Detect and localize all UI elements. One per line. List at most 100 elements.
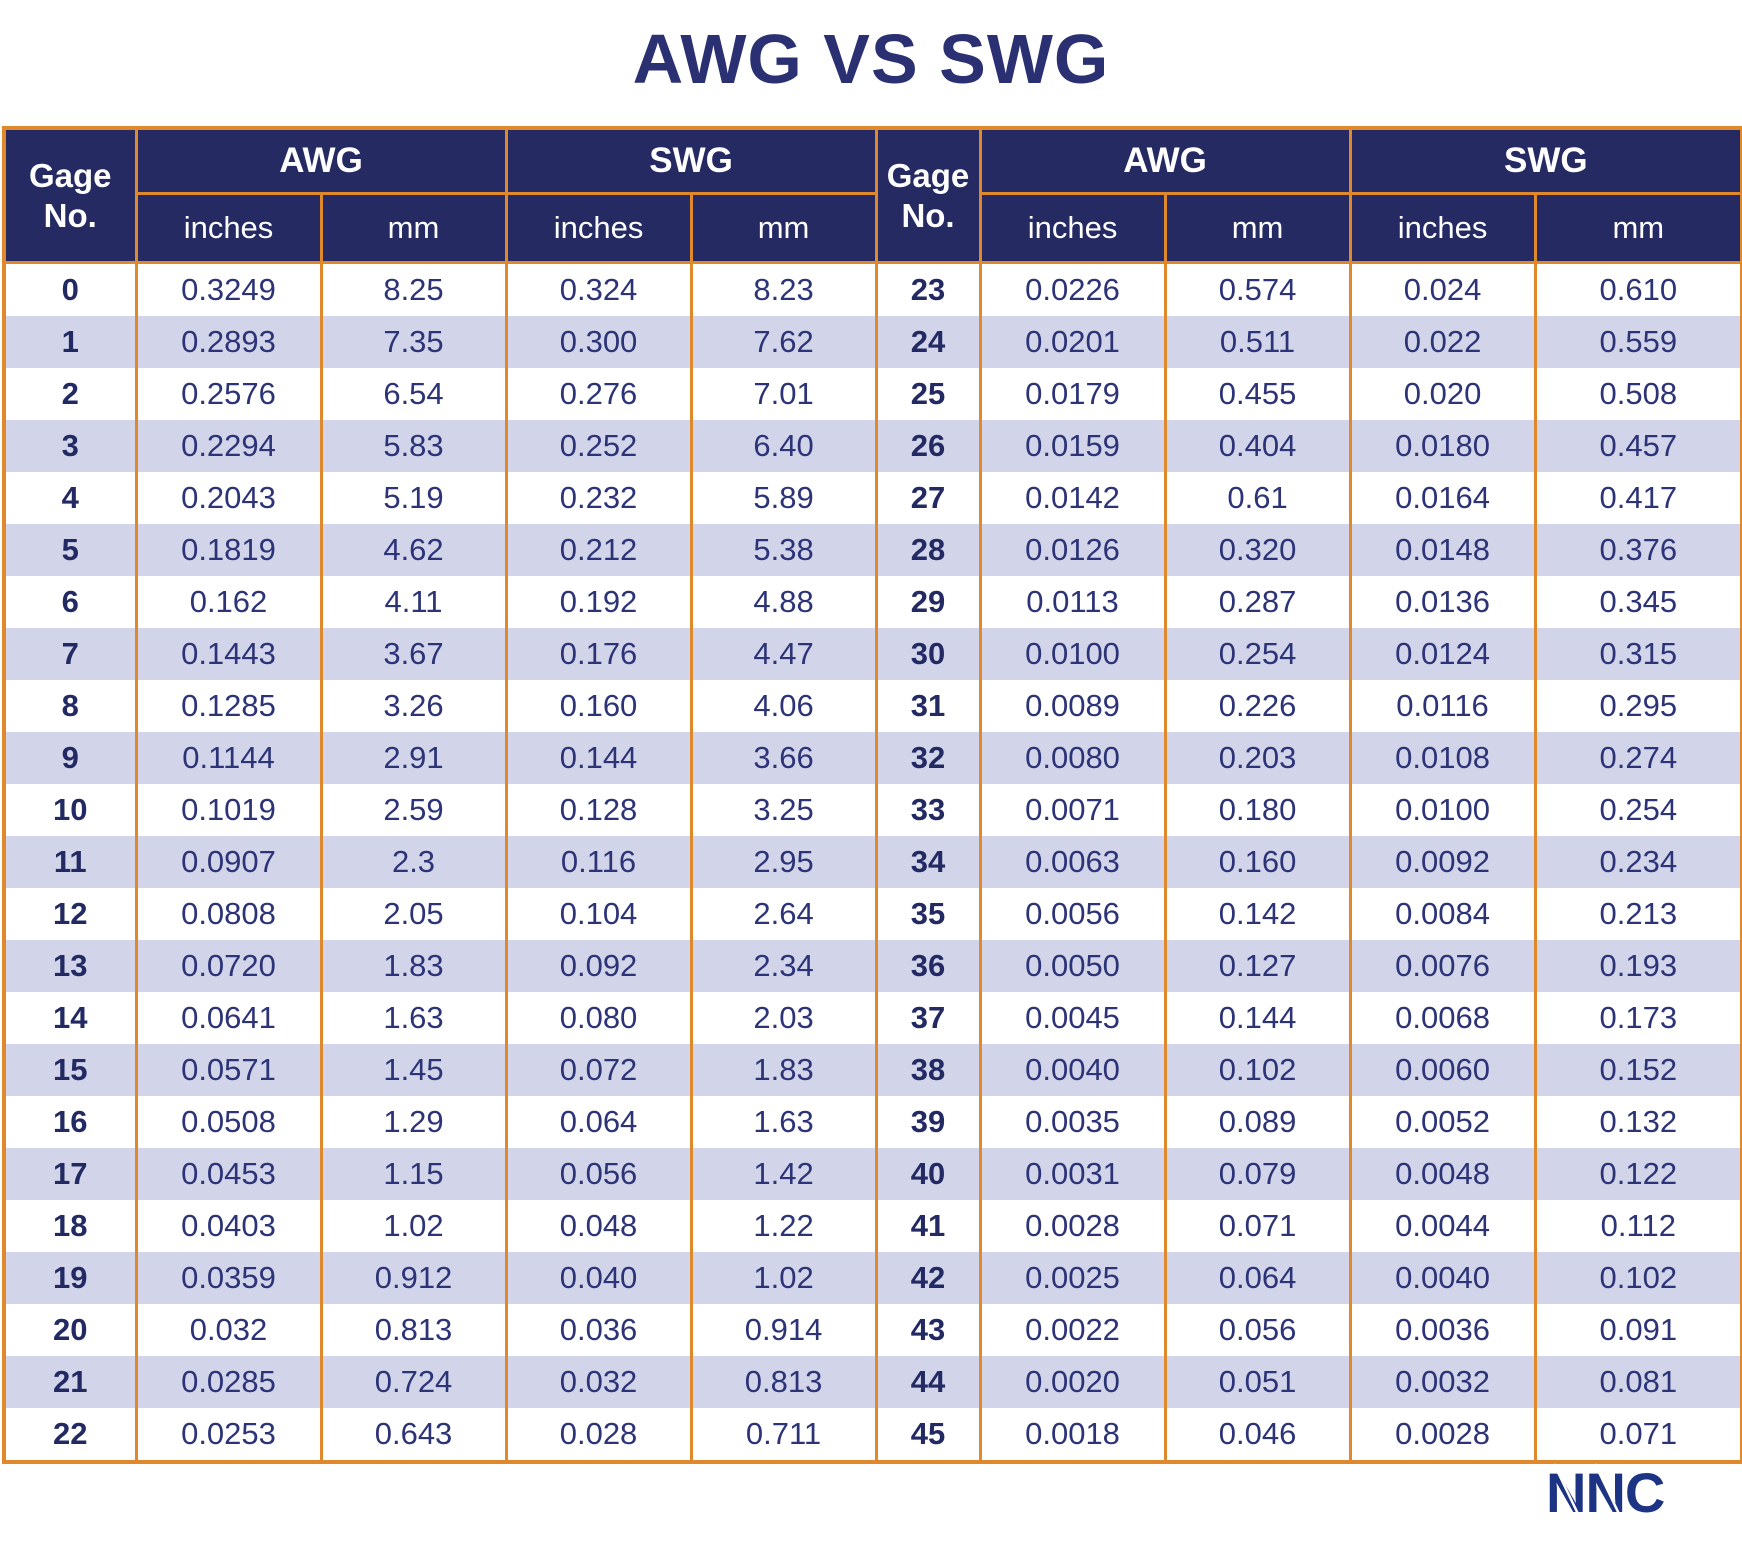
- value-cell: 1.45: [319, 1044, 508, 1096]
- table-header: Gage No. AWG SWG Gage No. AWG SWG inches…: [2, 126, 1742, 264]
- table-row: 6 0.162 4.11 0.192 4.88 29 0.0113 0.287 0.0136 0.…: [2, 576, 1742, 628]
- header-gage-top: Gage: [886, 156, 970, 194]
- value-cell: 0.0159: [978, 420, 1167, 472]
- value-cell: 0.252: [504, 420, 693, 472]
- value-cell: 1.02: [689, 1252, 878, 1304]
- value-cell: 0.559: [1533, 316, 1742, 368]
- value-cell: 0.122: [1533, 1148, 1742, 1200]
- value-cell: 0.1019: [134, 784, 323, 836]
- value-cell: 0.610: [1533, 262, 1742, 316]
- value-cell: 0.0035: [978, 1096, 1167, 1148]
- gage-cell: 15: [2, 1044, 138, 1096]
- value-cell: 0.0116: [1348, 680, 1537, 732]
- value-cell: 0.254: [1163, 628, 1352, 680]
- table-row: 5 0.1819 4.62 0.212 5.38 28 0.0126 0.320 0.0148 0…: [2, 524, 1742, 576]
- gage-cell: 24: [874, 316, 982, 368]
- value-cell: 0.024: [1348, 262, 1537, 316]
- value-cell: 0.0148: [1348, 524, 1537, 576]
- awg-swg-conversion-table: Gage No. AWG SWG Gage No. AWG SWG inches…: [2, 126, 1742, 1464]
- value-cell: 0.0808: [134, 888, 323, 940]
- value-cell: 0.080: [504, 992, 693, 1044]
- value-cell: 0.091: [1533, 1304, 1742, 1356]
- nnc-logo: NNC: [1546, 1461, 1698, 1524]
- value-cell: 0.0907: [134, 836, 323, 888]
- value-cell: 0.102: [1533, 1252, 1742, 1304]
- value-cell: 0.0453: [134, 1148, 323, 1200]
- value-cell: 0.0040: [1348, 1252, 1537, 1304]
- header-gage-bottom: No.: [43, 196, 97, 234]
- value-cell: 0.2294: [134, 420, 323, 472]
- table-row: 7 0.1443 3.67 0.176 4.47 30 0.0100 0.254 0.0124 0…: [2, 628, 1742, 680]
- value-cell: 3.66: [689, 732, 878, 784]
- value-cell: 0.0028: [978, 1200, 1167, 1252]
- gage-cell: 22: [2, 1408, 138, 1462]
- value-cell: 0.0142: [978, 472, 1167, 524]
- header-awg-inches-left: inches: [134, 192, 323, 264]
- value-cell: 2.64: [689, 888, 878, 940]
- table-row: 16 0.0508 1.29 0.064 1.63 39 0.0035 0.089 0.0052…: [2, 1096, 1742, 1148]
- value-cell: 0.128: [504, 784, 693, 836]
- header-swg-inches-right: inches: [1348, 192, 1537, 264]
- value-cell: 0.0508: [134, 1096, 323, 1148]
- value-cell: 6.40: [689, 420, 878, 472]
- value-cell: 0.048: [504, 1200, 693, 1252]
- value-cell: 0.300: [504, 316, 693, 368]
- value-cell: 0.0253: [134, 1408, 323, 1462]
- value-cell: 0.104: [504, 888, 693, 940]
- value-cell: 0.417: [1533, 472, 1742, 524]
- value-cell: 0.914: [689, 1304, 878, 1356]
- value-cell: 0.61: [1163, 472, 1352, 524]
- value-cell: 4.11: [319, 576, 508, 628]
- gage-cell: 23: [874, 262, 982, 316]
- value-cell: 0.0044: [1348, 1200, 1537, 1252]
- value-cell: 0.643: [319, 1408, 508, 1462]
- header-gage-no-left: Gage No.: [2, 126, 138, 264]
- value-cell: 0.0571: [134, 1044, 323, 1096]
- value-cell: 0.160: [504, 680, 693, 732]
- header-swg-left: SWG: [504, 126, 878, 195]
- value-cell: 0.0032: [1348, 1356, 1537, 1408]
- value-cell: 0.176: [504, 628, 693, 680]
- value-cell: 0.1144: [134, 732, 323, 784]
- value-cell: 0.276: [504, 368, 693, 420]
- value-cell: 0.0403: [134, 1200, 323, 1252]
- value-cell: 0.0108: [1348, 732, 1537, 784]
- gage-cell: 30: [874, 628, 982, 680]
- value-cell: 0.0164: [1348, 472, 1537, 524]
- value-cell: 0.071: [1533, 1408, 1742, 1462]
- value-cell: 0.056: [504, 1148, 693, 1200]
- nnc-logo-text: NNC: [1546, 1462, 1664, 1520]
- value-cell: 2.03: [689, 992, 878, 1044]
- value-cell: 0.051: [1163, 1356, 1352, 1408]
- value-cell: 0.813: [689, 1356, 878, 1408]
- value-cell: 0.0071: [978, 784, 1167, 836]
- value-cell: 0.112: [1533, 1200, 1742, 1252]
- value-cell: 0.0084: [1348, 888, 1537, 940]
- value-cell: 1.29: [319, 1096, 508, 1148]
- value-cell: 7.01: [689, 368, 878, 420]
- gage-cell: 16: [2, 1096, 138, 1148]
- gage-cell: 20: [2, 1304, 138, 1356]
- table-row: 8 0.1285 3.26 0.160 4.06 31 0.0089 0.226 0.0116 0…: [2, 680, 1742, 732]
- value-cell: 6.54: [319, 368, 508, 420]
- gage-cell: 25: [874, 368, 982, 420]
- value-cell: 5.38: [689, 524, 878, 576]
- table-row: 21 0.0285 0.724 0.032 0.813 44 0.0020 0.051 0.00…: [2, 1356, 1742, 1408]
- header-swg-mm-left: mm: [689, 192, 878, 264]
- value-cell: 0.152: [1533, 1044, 1742, 1096]
- gage-cell: 6: [2, 576, 138, 628]
- header-gage-no-right: Gage No.: [874, 126, 982, 264]
- header-swg-mm-right: mm: [1533, 192, 1742, 264]
- value-cell: 8.23: [689, 262, 878, 316]
- table-row: 0 0.3249 8.25 0.324 8.23 23 0.0226 0.574 0.024 0.…: [2, 262, 1742, 316]
- value-cell: 0.234: [1533, 836, 1742, 888]
- value-cell: 0.320: [1163, 524, 1352, 576]
- value-cell: 0.144: [504, 732, 693, 784]
- value-cell: 0.036: [504, 1304, 693, 1356]
- gage-cell: 5: [2, 524, 138, 576]
- value-cell: 0.0063: [978, 836, 1167, 888]
- value-cell: 0.2893: [134, 316, 323, 368]
- value-cell: 2.3: [319, 836, 508, 888]
- value-cell: 0.0100: [1348, 784, 1537, 836]
- value-cell: 0.040: [504, 1252, 693, 1304]
